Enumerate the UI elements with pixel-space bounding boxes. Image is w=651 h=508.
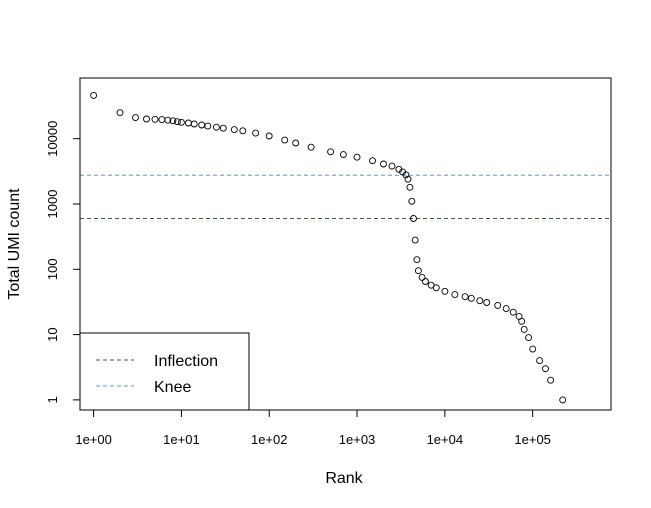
legend-label-inflection: Inflection (154, 353, 218, 370)
data-point (369, 157, 376, 165)
y-tick-label: 100 (45, 258, 60, 280)
data-point (404, 175, 412, 183)
data-point (380, 160, 387, 168)
data-point (327, 148, 335, 156)
data-point (525, 334, 533, 342)
legend: Inflection Knee (79, 332, 250, 411)
data-point (177, 118, 185, 126)
data-point (239, 127, 247, 135)
data-point (451, 291, 459, 299)
data-point (421, 278, 429, 285)
data-point (410, 215, 417, 222)
data-point (483, 299, 491, 306)
data-point (265, 132, 273, 140)
data-point (559, 396, 567, 404)
data-point (353, 153, 361, 161)
data-point (518, 317, 526, 325)
data-point (339, 151, 347, 159)
legend-box (79, 332, 250, 411)
data-point (184, 119, 192, 127)
y-axis: 1 10 100 1000 10000 (45, 121, 81, 404)
data-point (509, 308, 517, 316)
y-tick-label: 1 (45, 396, 60, 403)
data-point (520, 325, 528, 333)
x-tick-label: 1e+05 (514, 432, 551, 447)
data-point (467, 294, 475, 302)
y-tick-label: 1000 (45, 190, 60, 219)
data-point (441, 287, 449, 295)
data-point (406, 183, 414, 191)
data-point (292, 139, 300, 147)
data-point (529, 345, 537, 353)
data-point (414, 267, 422, 275)
data-point (402, 171, 410, 179)
data-point (190, 120, 198, 128)
data-point (547, 376, 555, 384)
x-tick-label: 1e+01 (163, 432, 200, 447)
threshold-lines (80, 174, 611, 219)
data-point (219, 124, 227, 132)
y-tick-label: 10 (45, 327, 60, 341)
data-point (536, 357, 544, 365)
data-point (158, 116, 166, 124)
legend-label-knee: Knee (154, 379, 191, 396)
data-points (90, 91, 567, 404)
x-tick-label: 1e+04 (427, 432, 464, 447)
data-point (143, 115, 150, 123)
x-tick-label: 1e+00 (75, 432, 112, 447)
x-tick-label: 1e+03 (339, 432, 376, 447)
data-point (164, 116, 172, 124)
data-point (204, 122, 212, 130)
data-point (116, 109, 124, 117)
data-point (198, 121, 206, 129)
x-tick-label: 1e+02 (251, 432, 288, 447)
data-point (173, 118, 181, 126)
data-point (461, 293, 469, 301)
data-point (502, 305, 510, 313)
x-axis-title: Rank (325, 470, 363, 487)
y-axis-title: Total UMI count (6, 188, 23, 300)
data-point (542, 365, 549, 373)
data-point (281, 136, 289, 144)
data-point (151, 115, 159, 123)
data-point (411, 236, 419, 244)
data-point (476, 297, 484, 305)
data-point (90, 91, 98, 99)
y-tick-label: 10000 (45, 121, 60, 157)
data-point (413, 256, 421, 264)
data-point (230, 126, 238, 134)
data-point (252, 129, 260, 137)
data-point (432, 284, 440, 292)
data-point (418, 273, 426, 281)
data-point (388, 162, 396, 170)
x-axis: 1e+00 1e+01 1e+02 1e+03 1e+04 1e+05 (75, 409, 551, 447)
data-point (494, 301, 502, 309)
data-point (169, 117, 177, 125)
data-point (132, 114, 139, 122)
data-point (212, 123, 220, 131)
data-point (307, 143, 315, 151)
data-point (408, 197, 416, 205)
